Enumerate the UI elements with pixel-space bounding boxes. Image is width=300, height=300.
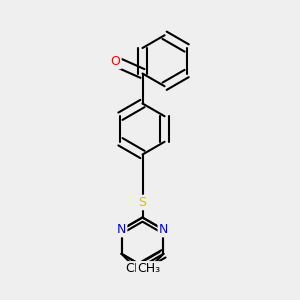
Text: N: N — [117, 223, 126, 236]
Text: CH₃: CH₃ — [125, 262, 148, 275]
Text: S: S — [139, 196, 146, 209]
Text: O: O — [111, 55, 120, 68]
Text: CH₃: CH₃ — [137, 262, 160, 275]
Text: N: N — [159, 223, 168, 236]
